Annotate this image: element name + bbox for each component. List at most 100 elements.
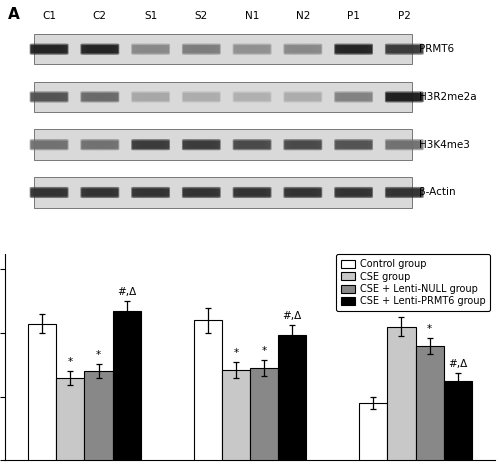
FancyBboxPatch shape xyxy=(86,140,114,149)
FancyBboxPatch shape xyxy=(82,140,118,149)
FancyBboxPatch shape xyxy=(35,45,64,53)
FancyBboxPatch shape xyxy=(30,187,68,198)
FancyBboxPatch shape xyxy=(86,93,114,101)
FancyBboxPatch shape xyxy=(82,93,118,101)
FancyBboxPatch shape xyxy=(340,188,368,197)
FancyBboxPatch shape xyxy=(288,93,317,101)
FancyBboxPatch shape xyxy=(232,92,272,102)
FancyBboxPatch shape xyxy=(35,93,64,101)
Legend: Control group, CSE group, CSE + Lenti-NULL group, CSE + Lenti-PRMT6 group: Control group, CSE group, CSE + Lenti-NU… xyxy=(336,254,490,311)
FancyBboxPatch shape xyxy=(30,93,68,101)
FancyBboxPatch shape xyxy=(344,94,363,100)
FancyBboxPatch shape xyxy=(340,140,368,149)
Text: C1: C1 xyxy=(42,11,56,21)
FancyBboxPatch shape xyxy=(182,139,221,150)
FancyBboxPatch shape xyxy=(30,140,68,149)
FancyBboxPatch shape xyxy=(243,94,262,100)
Text: PRMT6: PRMT6 xyxy=(419,44,454,54)
FancyBboxPatch shape xyxy=(192,94,210,100)
FancyBboxPatch shape xyxy=(131,187,170,198)
Text: A: A xyxy=(8,7,19,22)
FancyBboxPatch shape xyxy=(192,46,210,52)
FancyBboxPatch shape xyxy=(395,46,413,52)
Bar xyxy=(112,311,140,460)
FancyBboxPatch shape xyxy=(131,92,170,102)
FancyBboxPatch shape xyxy=(182,44,221,55)
FancyBboxPatch shape xyxy=(142,46,160,52)
FancyBboxPatch shape xyxy=(288,188,317,197)
FancyBboxPatch shape xyxy=(284,140,322,149)
FancyBboxPatch shape xyxy=(234,45,270,53)
FancyBboxPatch shape xyxy=(132,188,169,197)
FancyBboxPatch shape xyxy=(386,45,423,53)
FancyBboxPatch shape xyxy=(385,44,424,55)
FancyBboxPatch shape xyxy=(284,139,323,150)
FancyBboxPatch shape xyxy=(136,188,165,197)
Text: #,Δ: #,Δ xyxy=(117,287,136,297)
FancyBboxPatch shape xyxy=(284,188,322,197)
FancyBboxPatch shape xyxy=(90,46,109,52)
FancyBboxPatch shape xyxy=(187,93,216,101)
FancyBboxPatch shape xyxy=(80,187,120,198)
FancyBboxPatch shape xyxy=(335,188,372,197)
FancyBboxPatch shape xyxy=(238,188,266,197)
Bar xyxy=(34,82,412,112)
FancyBboxPatch shape xyxy=(234,188,270,197)
Bar xyxy=(28,324,56,460)
FancyBboxPatch shape xyxy=(284,187,323,198)
FancyBboxPatch shape xyxy=(284,93,322,101)
FancyBboxPatch shape xyxy=(40,94,58,100)
FancyBboxPatch shape xyxy=(40,142,58,147)
FancyBboxPatch shape xyxy=(40,190,58,195)
FancyBboxPatch shape xyxy=(334,139,373,150)
Bar xyxy=(250,368,278,460)
FancyBboxPatch shape xyxy=(183,140,220,149)
FancyBboxPatch shape xyxy=(243,46,262,52)
Text: P1: P1 xyxy=(347,11,360,21)
FancyBboxPatch shape xyxy=(294,46,312,52)
FancyBboxPatch shape xyxy=(334,44,373,55)
Bar xyxy=(34,177,412,208)
FancyBboxPatch shape xyxy=(395,190,413,195)
FancyBboxPatch shape xyxy=(80,92,120,102)
Text: S2: S2 xyxy=(194,11,208,21)
Bar xyxy=(444,381,472,460)
FancyBboxPatch shape xyxy=(385,92,424,102)
FancyBboxPatch shape xyxy=(238,93,266,101)
FancyBboxPatch shape xyxy=(182,187,221,198)
FancyBboxPatch shape xyxy=(340,93,368,101)
FancyBboxPatch shape xyxy=(234,93,270,101)
FancyBboxPatch shape xyxy=(90,142,109,147)
FancyBboxPatch shape xyxy=(284,92,323,102)
FancyBboxPatch shape xyxy=(238,45,266,53)
FancyBboxPatch shape xyxy=(35,188,64,197)
FancyBboxPatch shape xyxy=(86,188,114,197)
FancyBboxPatch shape xyxy=(86,45,114,53)
FancyBboxPatch shape xyxy=(183,45,220,53)
FancyBboxPatch shape xyxy=(390,140,418,149)
FancyBboxPatch shape xyxy=(243,142,262,147)
FancyBboxPatch shape xyxy=(142,94,160,100)
Text: H3K4me3: H3K4me3 xyxy=(419,140,470,150)
FancyBboxPatch shape xyxy=(238,140,266,149)
Bar xyxy=(360,403,388,460)
FancyBboxPatch shape xyxy=(288,140,317,149)
FancyBboxPatch shape xyxy=(192,190,210,195)
Text: *: * xyxy=(399,303,404,313)
FancyBboxPatch shape xyxy=(288,45,317,53)
FancyBboxPatch shape xyxy=(386,93,423,101)
FancyBboxPatch shape xyxy=(335,93,372,101)
Bar xyxy=(222,370,250,460)
Bar xyxy=(84,371,112,460)
FancyBboxPatch shape xyxy=(294,142,312,147)
FancyBboxPatch shape xyxy=(131,139,170,150)
FancyBboxPatch shape xyxy=(30,92,68,102)
FancyBboxPatch shape xyxy=(136,140,165,149)
Bar xyxy=(34,129,412,160)
FancyBboxPatch shape xyxy=(90,94,109,100)
FancyBboxPatch shape xyxy=(340,45,368,53)
FancyBboxPatch shape xyxy=(90,190,109,195)
FancyBboxPatch shape xyxy=(232,187,272,198)
Text: *: * xyxy=(96,350,101,360)
FancyBboxPatch shape xyxy=(395,94,413,100)
